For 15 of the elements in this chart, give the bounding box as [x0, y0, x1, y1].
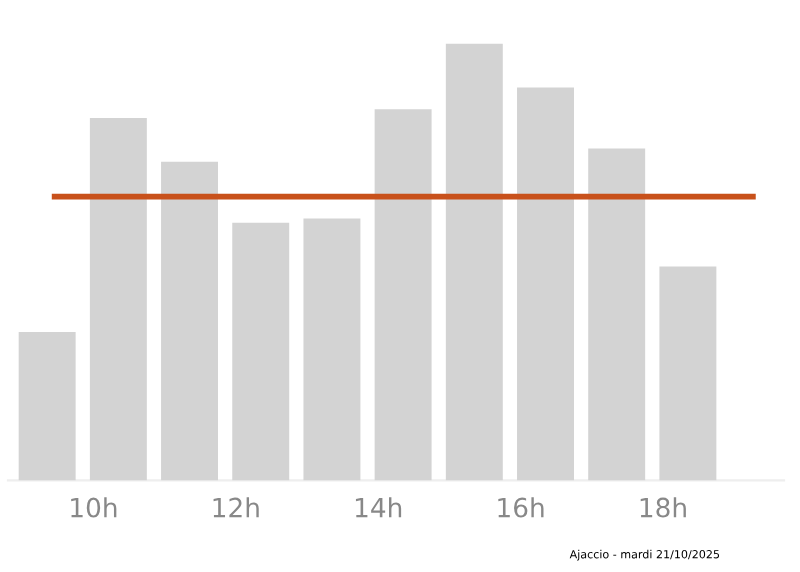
bar: [89, 118, 147, 481]
bar: [445, 43, 503, 481]
x-tick-label: 14h: [355, 497, 402, 518]
bar: [374, 109, 432, 481]
x-tick-label: 18h: [640, 497, 686, 518]
x-tick-label: 16h: [498, 497, 544, 518]
x-tick-label: 10h: [71, 497, 117, 518]
x-tick-label: 12h: [213, 497, 259, 518]
bar: [517, 87, 574, 481]
bar: [303, 218, 361, 481]
bar: [588, 148, 646, 481]
bar: [232, 222, 290, 481]
bar: [161, 161, 219, 481]
bar: [659, 266, 717, 481]
bar: [18, 332, 76, 481]
